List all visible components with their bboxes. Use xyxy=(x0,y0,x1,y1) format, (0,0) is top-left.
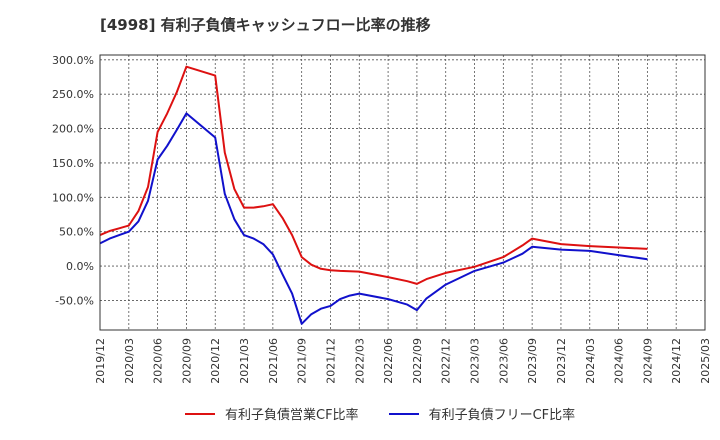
x-tick-label: 2024/09 xyxy=(641,338,654,384)
x-tick-label: 2020/09 xyxy=(180,338,193,384)
chart-title: [4998] 有利子負債キャッシュフロー比率の推移 xyxy=(100,16,431,34)
y-tick-label: -50.0% xyxy=(55,294,94,307)
legend-swatch-free-cf xyxy=(388,412,419,415)
legend-swatch-operating-cf xyxy=(185,412,215,415)
x-tick-label: 2023/12 xyxy=(555,338,568,384)
series-line-2 xyxy=(99,112,648,325)
x-tick-label: 2022/06 xyxy=(382,338,395,384)
y-tick-label: 250.0% xyxy=(52,88,94,101)
legend-item-free-cf: 有利子負債フリーCF比率 xyxy=(388,404,576,423)
x-tick-label: 2024/12 xyxy=(670,338,683,384)
x-tick-label: 2024/03 xyxy=(584,338,597,384)
y-tick-label: 200.0% xyxy=(52,123,94,136)
x-tick-label: 2021/12 xyxy=(324,338,337,384)
series-layer xyxy=(99,65,648,325)
x-tick-label: 2023/09 xyxy=(526,338,539,384)
x-tick-label: 2023/03 xyxy=(469,338,482,384)
x-tick-label: 2019/12 xyxy=(94,338,107,384)
x-tick-label: 2021/03 xyxy=(238,338,251,384)
x-tick-label: 2021/09 xyxy=(296,338,309,384)
y-tick-label: 300.0% xyxy=(52,54,94,67)
legend-item-operating-cf: 有利子負債営業CF比率 xyxy=(185,404,359,423)
x-tick-label: 2020/12 xyxy=(209,338,222,384)
y-axis-ticks: 300.0% 250.0% 200.0% 150.0% 100.0% 50.0% 0.0% -… xyxy=(52,54,94,308)
y-tick-label: 100.0% xyxy=(52,191,94,204)
x-tick-label: 2022/03 xyxy=(353,338,366,384)
y-tick-label: 150.0% xyxy=(52,157,94,170)
x-tick-label: 2020/06 xyxy=(152,338,165,384)
grid xyxy=(99,55,706,330)
legend-label-free-cf: 有利子負債フリーCF比率 xyxy=(428,408,576,423)
x-tick-label: 2022/09 xyxy=(411,338,424,384)
legend-label-operating-cf: 有利子負債営業CF比率 xyxy=(225,408,359,423)
plot-area-border xyxy=(99,54,706,331)
legend: 有利子負債営業CF比率 有利子負債フリーCF比率 xyxy=(185,404,575,423)
y-tick-label: 0.0% xyxy=(66,260,94,273)
x-tick-label: 2024/06 xyxy=(613,338,626,384)
series-line-1 xyxy=(99,65,648,285)
x-tick-label: 2020/03 xyxy=(123,338,136,384)
x-tick-label: 2023/06 xyxy=(497,338,510,384)
x-tick-label: 2025/03 xyxy=(699,338,712,384)
x-axis-ticks: 2019/12 2020/03 2020/06 2020/09 2020/12 2021/… xyxy=(94,338,712,384)
x-tick-label: 2021/06 xyxy=(267,338,280,384)
x-tick-label: 2022/12 xyxy=(440,338,453,384)
y-tick-label: 50.0% xyxy=(59,226,94,239)
